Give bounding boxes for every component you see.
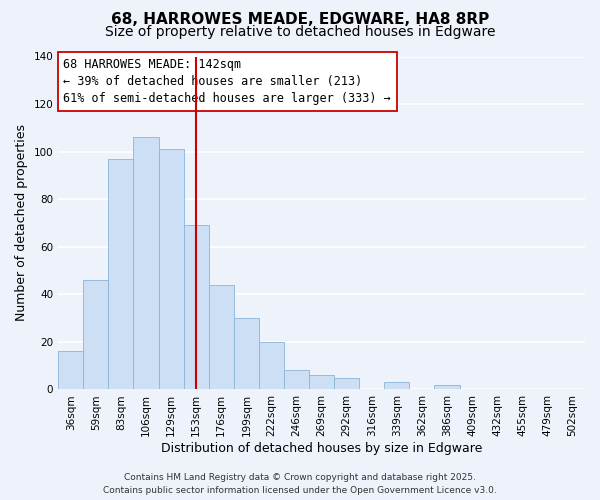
X-axis label: Distribution of detached houses by size in Edgware: Distribution of detached houses by size …	[161, 442, 482, 455]
Bar	[334, 378, 359, 390]
Bar	[158, 150, 184, 390]
Text: 68, HARROWES MEADE, EDGWARE, HA8 8RP: 68, HARROWES MEADE, EDGWARE, HA8 8RP	[111, 12, 489, 28]
Bar	[58, 352, 83, 390]
Bar	[309, 375, 334, 390]
Bar	[234, 318, 259, 390]
Bar	[133, 138, 158, 390]
Text: Contains HM Land Registry data © Crown copyright and database right 2025.
Contai: Contains HM Land Registry data © Crown c…	[103, 474, 497, 495]
Bar	[259, 342, 284, 390]
Text: Size of property relative to detached houses in Edgware: Size of property relative to detached ho…	[105, 25, 495, 39]
Bar	[83, 280, 109, 390]
Bar	[434, 384, 460, 390]
Bar	[184, 226, 209, 390]
Bar	[284, 370, 309, 390]
Bar	[209, 285, 234, 390]
Y-axis label: Number of detached properties: Number of detached properties	[15, 124, 28, 322]
Bar	[385, 382, 409, 390]
Bar	[109, 159, 133, 390]
Text: 68 HARROWES MEADE: 142sqm
← 39% of detached houses are smaller (213)
61% of semi: 68 HARROWES MEADE: 142sqm ← 39% of detac…	[64, 58, 391, 105]
